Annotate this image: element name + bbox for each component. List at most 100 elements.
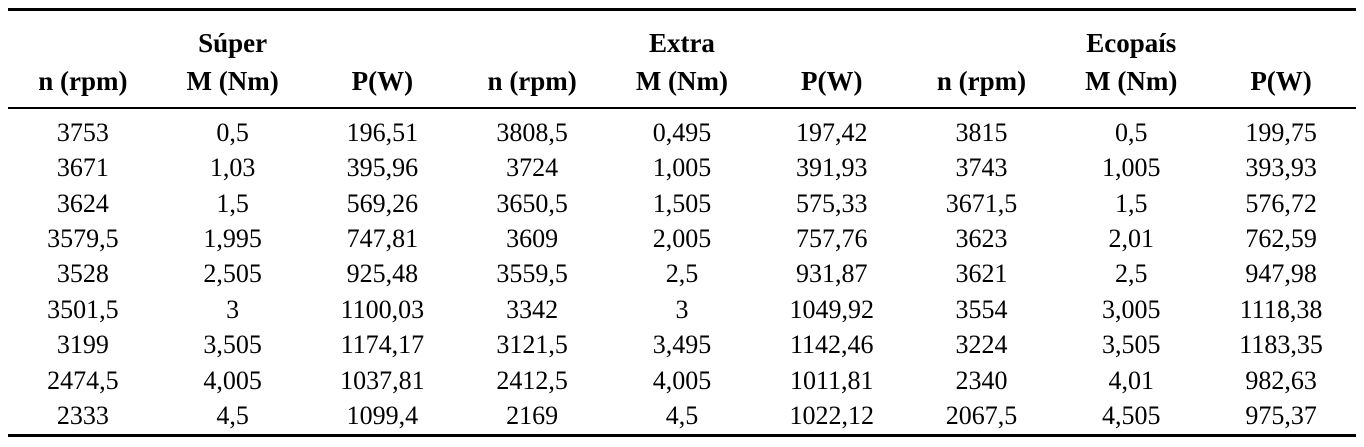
table-cell: 393,93 — [1245, 153, 1317, 183]
table-cell: 3,505 — [1101, 330, 1161, 360]
table-cell: 4,005 — [652, 365, 712, 395]
table-cell: 3 — [675, 294, 689, 324]
table-cell: 3650,5 — [496, 188, 568, 218]
table-cell: 1049,92 — [789, 294, 874, 324]
table-cell: 1174,17 — [340, 330, 425, 360]
group-header-row: Súper Extra Ecopaís — [8, 10, 1356, 60]
table-cell: 2340 — [955, 365, 1008, 395]
table-cell: 3224 — [955, 330, 1008, 360]
table-cell: 2474,5 — [47, 365, 119, 395]
table-cell: 3,005 — [1101, 294, 1161, 324]
table-cell: 757,76 — [795, 224, 868, 254]
table-cell: 3808,5 — [496, 117, 568, 147]
table-cell: 0,5 — [1114, 117, 1148, 147]
table-cell: 3815 — [955, 117, 1008, 147]
table-row: 3528 2,505 925,48 3559,5 2,5 931,87 3621 2,5 947… — [8, 257, 1356, 292]
table-cell: 3 — [226, 294, 240, 324]
table-cell: 395,96 — [346, 153, 419, 183]
table-cell: 1011,81 — [789, 365, 874, 395]
table-cell: 2412,5 — [496, 365, 568, 395]
table-cell: 2169 — [506, 401, 559, 431]
table-cell: 982,63 — [1245, 365, 1317, 395]
table-cell: 1,03 — [209, 153, 256, 183]
group-header-ecopais: Ecopaís — [1086, 28, 1177, 58]
table-cell: 3743 — [955, 153, 1008, 183]
table-row: 3501,5 3 1100,03 3342 3 1049,92 3554 3,005 1118,… — [8, 292, 1356, 327]
table-cell: 2,005 — [652, 224, 712, 254]
table-cell: 2333 — [56, 401, 109, 431]
table-cell: 1022,12 — [789, 401, 874, 431]
table-cell: 2,505 — [203, 259, 262, 289]
table-body: 3753 0,5 196,51 3808,5 0,495 197,42 3815 0,5 199… — [8, 108, 1356, 436]
table-cell: 3342 — [506, 294, 559, 324]
table-cell: 3671,5 — [945, 188, 1018, 218]
table-cell: 3621 — [955, 259, 1008, 289]
table-cell: 931,87 — [795, 259, 868, 289]
col-header-p-w-ecopais: P(W) — [1206, 59, 1356, 109]
table-cell: 0,495 — [652, 117, 712, 147]
table-cell: 4,505 — [1101, 401, 1161, 431]
col-header-p-w-super: P(W) — [307, 59, 458, 109]
table-row: 3624 1,5 569,26 3650,5 1,505 575,33 3671,5 1,5 5… — [8, 186, 1356, 221]
table-cell: 2,5 — [665, 259, 699, 289]
table-cell: 1,505 — [652, 188, 712, 218]
table-row: 2333 4,5 1099,4 2169 4,5 1022,12 2067,5 4,505 97… — [8, 398, 1356, 435]
table-cell: 1100,03 — [340, 294, 425, 324]
table-cell: 975,37 — [1245, 401, 1317, 431]
table-cell: 3,505 — [203, 330, 262, 360]
table-cell: 925,48 — [346, 259, 419, 289]
table-cell: 3609 — [506, 224, 559, 254]
table-cell: 1,5 — [1114, 188, 1148, 218]
table-cell: 1142,46 — [789, 330, 874, 360]
table-cell: 3559,5 — [496, 259, 568, 289]
fuel-comparison-table: Súper Extra Ecopaís n (rpm) M (Nm) P(W) … — [8, 8, 1356, 437]
table-cell: 3724 — [506, 153, 559, 183]
table-cell: 3528 — [56, 259, 109, 289]
table-cell: 3501,5 — [47, 294, 119, 324]
table-cell: 762,59 — [1245, 224, 1317, 254]
col-header-m-nm-extra: M (Nm) — [607, 59, 757, 109]
table-cell: 747,81 — [346, 224, 419, 254]
table-cell: 3,495 — [652, 330, 712, 360]
table-cell: 3579,5 — [47, 224, 119, 254]
table-cell: 4,005 — [203, 365, 262, 395]
col-header-m-nm-ecopais: M (Nm) — [1056, 59, 1207, 109]
table-cell: 4,5 — [216, 401, 249, 431]
col-header-m-nm-super: M (Nm) — [157, 59, 308, 109]
table-cell: 1183,35 — [1239, 330, 1323, 360]
table-cell: 3671 — [56, 153, 109, 183]
group-header-super: Súper — [198, 28, 268, 58]
group-header-extra: Extra — [648, 28, 715, 58]
table-cell: 4,5 — [665, 401, 699, 431]
table-cell: 3624 — [56, 188, 109, 218]
table-cell: 2,01 — [1108, 224, 1154, 254]
table-cell: 569,26 — [346, 188, 419, 218]
table-row: 2474,5 4,005 1037,81 2412,5 4,005 1011,81 2340… — [8, 363, 1356, 398]
table-cell: 196,51 — [346, 117, 419, 147]
table-cell: 3753 — [56, 117, 109, 147]
col-header-n-rpm-super: n (rpm) — [8, 59, 158, 109]
table-cell: 947,98 — [1245, 259, 1317, 289]
column-header-row: n (rpm) M (Nm) P(W) n (rpm) M (Nm) P(W) … — [8, 59, 1356, 109]
table-row: 3753 0,5 196,51 3808,5 0,495 197,42 3815 0,5 199… — [8, 108, 1356, 151]
table-cell: 575,33 — [795, 188, 868, 218]
table-cell: 4,01 — [1108, 365, 1154, 395]
table-row: 3199 3,505 1174,17 3121,5 3,495 1142,46 3224 3,… — [8, 328, 1356, 363]
col-header-n-rpm-extra: n (rpm) — [457, 59, 608, 109]
table-cell: 2067,5 — [945, 401, 1018, 431]
table-cell: 1,995 — [203, 224, 262, 254]
table-cell: 3554 — [955, 294, 1008, 324]
table-cell: 1,005 — [652, 153, 712, 183]
table-cell: 3199 — [56, 330, 109, 360]
table-cell: 1037,81 — [340, 365, 425, 395]
table-cell: 1,005 — [1101, 153, 1161, 183]
table-cell: 3623 — [955, 224, 1008, 254]
table-cell: 1099,4 — [346, 401, 419, 431]
table-cell: 1,5 — [216, 188, 249, 218]
col-header-n-rpm-ecopais: n (rpm) — [906, 59, 1057, 109]
table-cell: 199,75 — [1245, 117, 1317, 147]
table-row: 3579,5 1,995 747,81 3609 2,005 757,76 3623 2,01… — [8, 221, 1356, 256]
table-cell: 197,42 — [795, 117, 868, 147]
table-cell: 576,72 — [1245, 188, 1317, 218]
